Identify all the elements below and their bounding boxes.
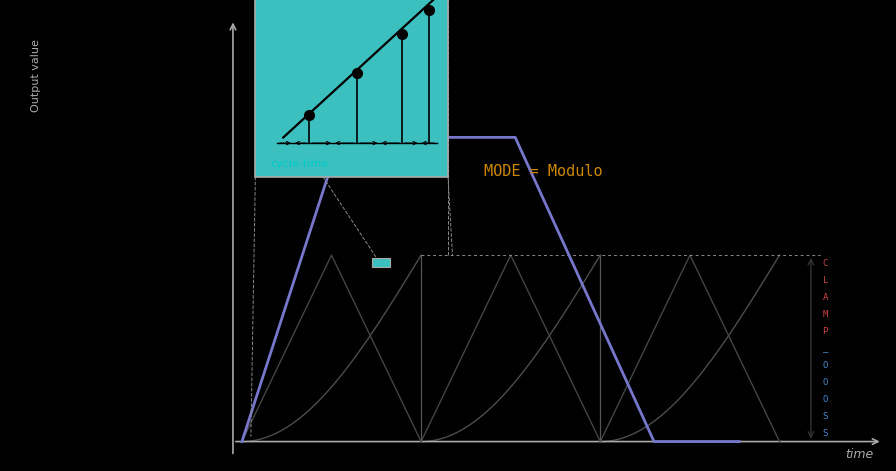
- Text: O: O: [823, 395, 828, 404]
- Text: P: P: [823, 327, 828, 336]
- Bar: [372, 258, 390, 268]
- Text: O: O: [823, 361, 828, 370]
- Text: = Position: = Position: [278, 34, 340, 48]
- Text: _: _: [823, 344, 828, 353]
- Text: Output value: Output value: [30, 39, 41, 112]
- Text: O: O: [823, 378, 828, 387]
- Bar: [255, 0, 448, 177]
- Text: time: time: [845, 448, 874, 461]
- Text: C: C: [823, 259, 828, 268]
- Text: M: M: [823, 310, 828, 319]
- Text: L: L: [823, 276, 828, 285]
- Text: cycle-time: cycle-time: [271, 159, 329, 169]
- Text: S: S: [823, 412, 828, 421]
- Text: S: S: [823, 429, 828, 438]
- Text: MODE = Modulo: MODE = Modulo: [484, 164, 602, 179]
- Text: A: A: [823, 293, 828, 302]
